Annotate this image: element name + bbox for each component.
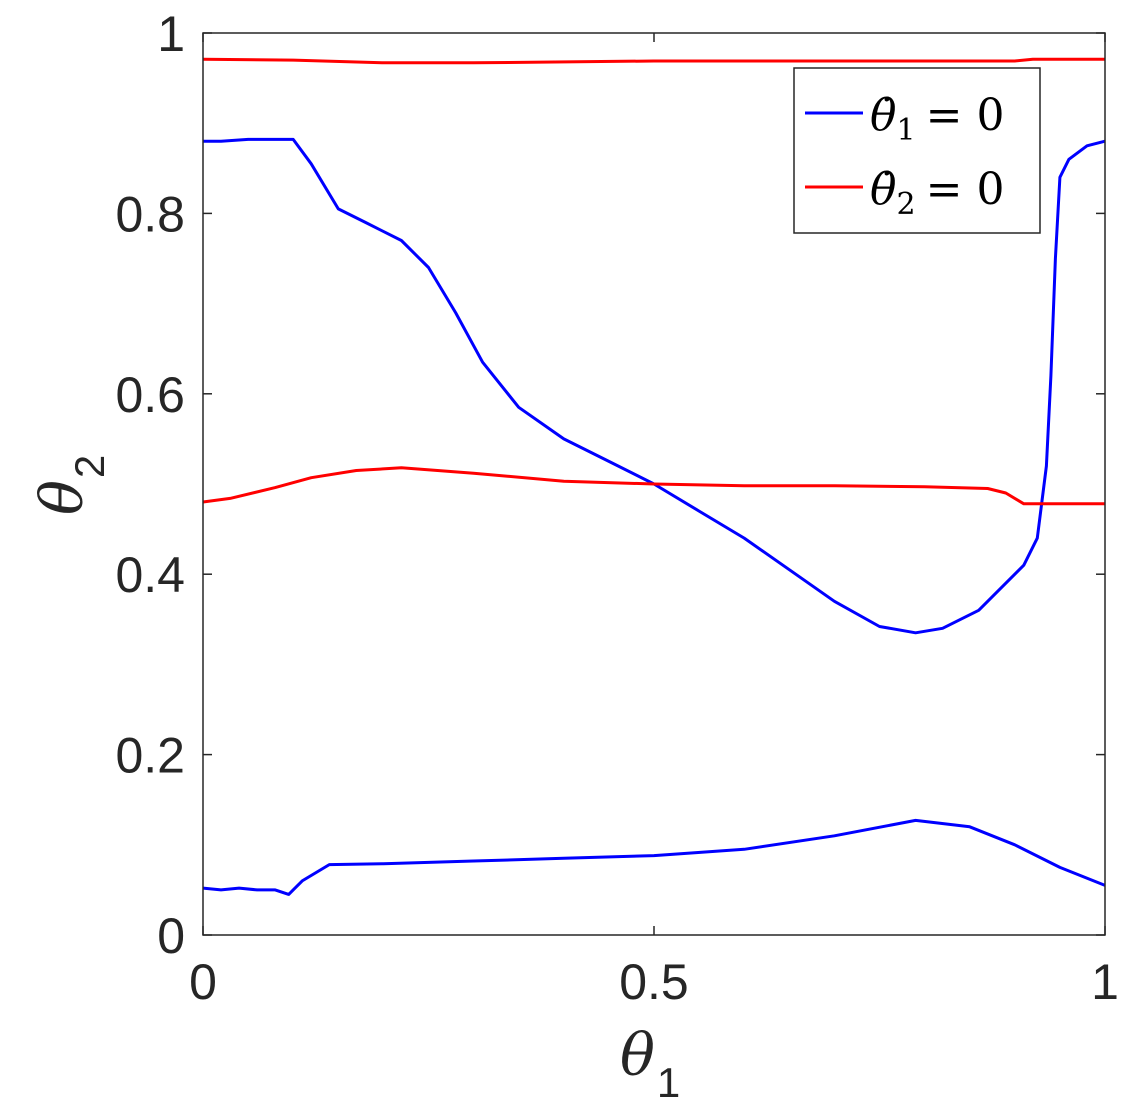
legend-label-theta2: θ̇2 = 0 [870, 164, 1004, 222]
x-tick-label: 0 [189, 954, 217, 1010]
x-axis-label-symbol: θ [620, 1021, 655, 1089]
legend-label-theta1: θ̇1 = 0 [870, 90, 1004, 148]
y-tick-label: 0.4 [115, 547, 185, 603]
legend: θ̇1 = 0 θ̇2 = 0 [793, 67, 1041, 234]
y-tick-label: 0.8 [115, 186, 185, 242]
y-tick-label: 1 [157, 6, 185, 62]
y-axis-label-subscript: 2 [66, 455, 113, 478]
x-axis-label-subscript: 1 [657, 1059, 680, 1106]
series-layer [202, 57, 1106, 896]
x-tick-label: 1 [1091, 954, 1119, 1010]
series-line-2 [202, 57, 1105, 65]
ticks-layer [202, 32, 1106, 936]
y-tick-label: 0.6 [115, 367, 185, 423]
x-tick-label: 0.5 [619, 954, 689, 1010]
series-line-0 [203, 137, 1106, 635]
series-line-1 [202, 818, 1106, 896]
legend-box [793, 67, 1041, 234]
tick-labels-layer: 0 0.5 1 0 0.2 0.4 0.6 0.8 1 [115, 6, 1118, 1010]
y-axis-label: θ2 [28, 455, 113, 515]
series-line-3 [202, 466, 1105, 506]
x-axis-label: θ1 [620, 1021, 680, 1106]
y-axis-label-symbol: θ [28, 480, 96, 515]
y-tick-label: 0.2 [115, 728, 185, 784]
y-tick-label: 0 [157, 908, 185, 964]
